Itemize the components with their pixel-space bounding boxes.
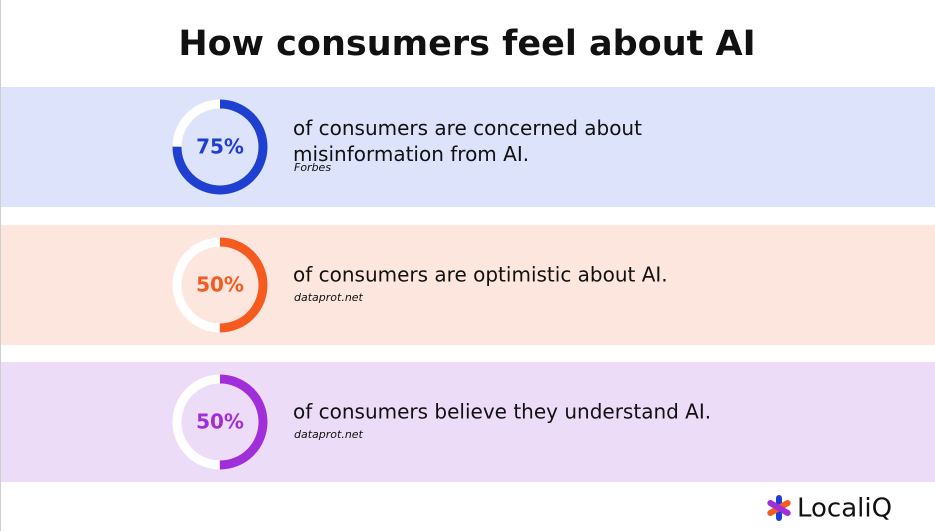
logo-text: LocaliQ [797,494,892,524]
stat-band [1,362,935,482]
stat-text: of consumers are optimistic about AI. [293,263,668,287]
stat-text: of consumers are concerned about misinfor… [293,116,642,166]
ring-progress [172,99,268,195]
title: How consumers feel about AI [178,24,755,64]
ring-progress [172,374,268,470]
stat-percent: 75% [196,135,244,159]
stat-source: Forbes [294,161,331,174]
ring-progress [172,237,268,333]
stat-source: dataprot.net [294,428,364,441]
stat-text: of consumers believe they understand AI. [293,400,711,424]
logo-icon [767,495,791,521]
stat-band [1,87,935,207]
stat-percent: 50% [196,410,244,434]
stat-source: dataprot.net [294,291,364,304]
stat-percent: 50% [196,273,244,297]
stat-band [1,225,935,345]
